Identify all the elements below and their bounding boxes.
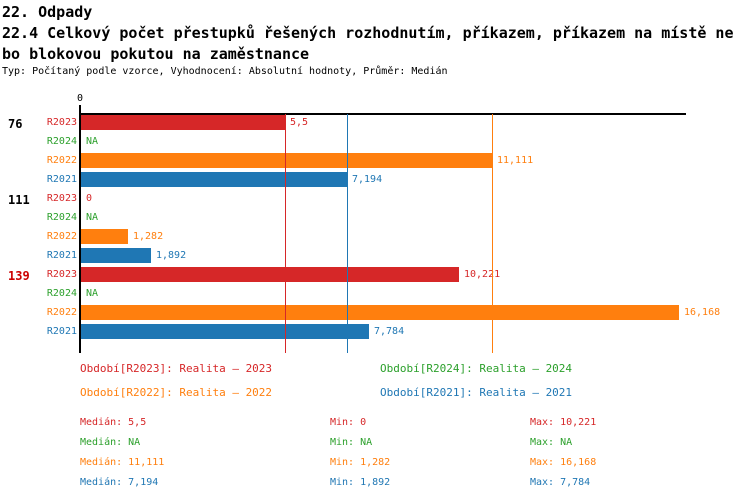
y-axis-line [79,105,81,353]
series-row-label-R2023: R2023 [46,269,77,280]
bar-chart: 0 76 R2023 5,5 R2024 NA R2022 11,111 R2021 7,194… [8,93,721,353]
value-label-R2021-group-111: 1,892 [156,250,187,261]
value-label-R2021-group-139: 7,784 [374,326,405,337]
series-row-label-R2021: R2021 [46,326,77,337]
value-label-R2022-group-139: 16,168 [684,307,721,318]
median-line-R2021 [347,114,348,353]
bar-R2022-group-139 [81,305,679,320]
value-label-R2021-group-76: 7,194 [352,174,383,185]
indicator-title-line2: bo blokovou pokutou na zaměstnance [2,45,310,63]
stat-max-R2021: Max: 7,784 [530,477,591,488]
stat-median-R2023: Medián: 5,5 [80,417,147,428]
legend-item-R2024: Období[R2024]: Realita – 2024 [380,362,573,375]
indicator-title-line1: 22.4 Celkový počet přestupků řešených ro… [2,24,734,42]
median-line-R2023 [285,114,286,353]
x-axis-zero-label: 0 [76,93,84,104]
series-row-label-R2022: R2022 [46,231,77,242]
bar-R2021-group-111 [81,248,151,263]
legend-item-R2023: Období[R2023]: Realita – 2023 [80,362,273,375]
legend-item-R2021: Období[R2021]: Realita – 2021 [380,386,573,399]
stat-min-R2021: Min: 1,892 [330,477,391,488]
group-label-139: 139 [8,269,30,283]
series-row-label-R2024: R2024 [46,288,77,299]
stat-min-R2023: Min: 0 [330,417,367,428]
series-row-label-R2024: R2024 [46,136,77,147]
stat-median-R2022: Medián: 11,111 [80,457,165,468]
series-row-label-R2023: R2023 [46,117,77,128]
value-label-R2024-group-111: NA [86,212,99,223]
series-row-label-R2022: R2022 [46,155,77,166]
bar-R2023-group-139 [81,267,459,282]
chart-meta-subtitle: Typ: Počítaný podle vzorce, Vyhodnocení:… [2,66,448,77]
bar-R2021-group-76 [81,172,347,187]
group-label-76: 76 [8,117,23,131]
value-label-R2024-group-76: NA [86,136,99,147]
value-label-R2022-group-76: 11,111 [497,155,534,166]
bar-R2022-group-111 [81,229,128,244]
stat-max-R2024: Max: NA [530,437,573,448]
series-row-label-R2023: R2023 [46,193,77,204]
stat-median-R2021: Medián: 7,194 [80,477,159,488]
stat-max-R2022: Max: 16,168 [530,457,597,468]
value-label-R2023-group-139: 10,221 [464,269,501,280]
stat-max-R2023: Max: 10,221 [530,417,597,428]
value-label-R2023-group-76: 5,5 [290,117,309,128]
value-label-R2023-group-111: 0 [86,193,93,204]
series-row-label-R2021: R2021 [46,250,77,261]
value-label-R2024-group-139: NA [86,288,99,299]
series-row-label-R2024: R2024 [46,212,77,223]
median-line-R2022 [492,114,493,353]
series-row-label-R2022: R2022 [46,307,77,318]
x-axis-line [79,113,686,115]
bar-R2023-group-76 [81,115,285,130]
value-label-R2022-group-111: 1,282 [133,231,164,242]
bar-R2022-group-76 [81,153,492,168]
legend-item-R2022: Období[R2022]: Realita – 2022 [80,386,273,399]
stat-min-R2024: Min: NA [330,437,373,448]
stat-min-R2022: Min: 1,282 [330,457,391,468]
section-title: 22. Odpady [2,3,93,21]
stat-median-R2024: Medián: NA [80,437,141,448]
group-label-111: 111 [8,193,30,207]
bar-R2021-group-139 [81,324,369,339]
series-row-label-R2021: R2021 [46,174,77,185]
